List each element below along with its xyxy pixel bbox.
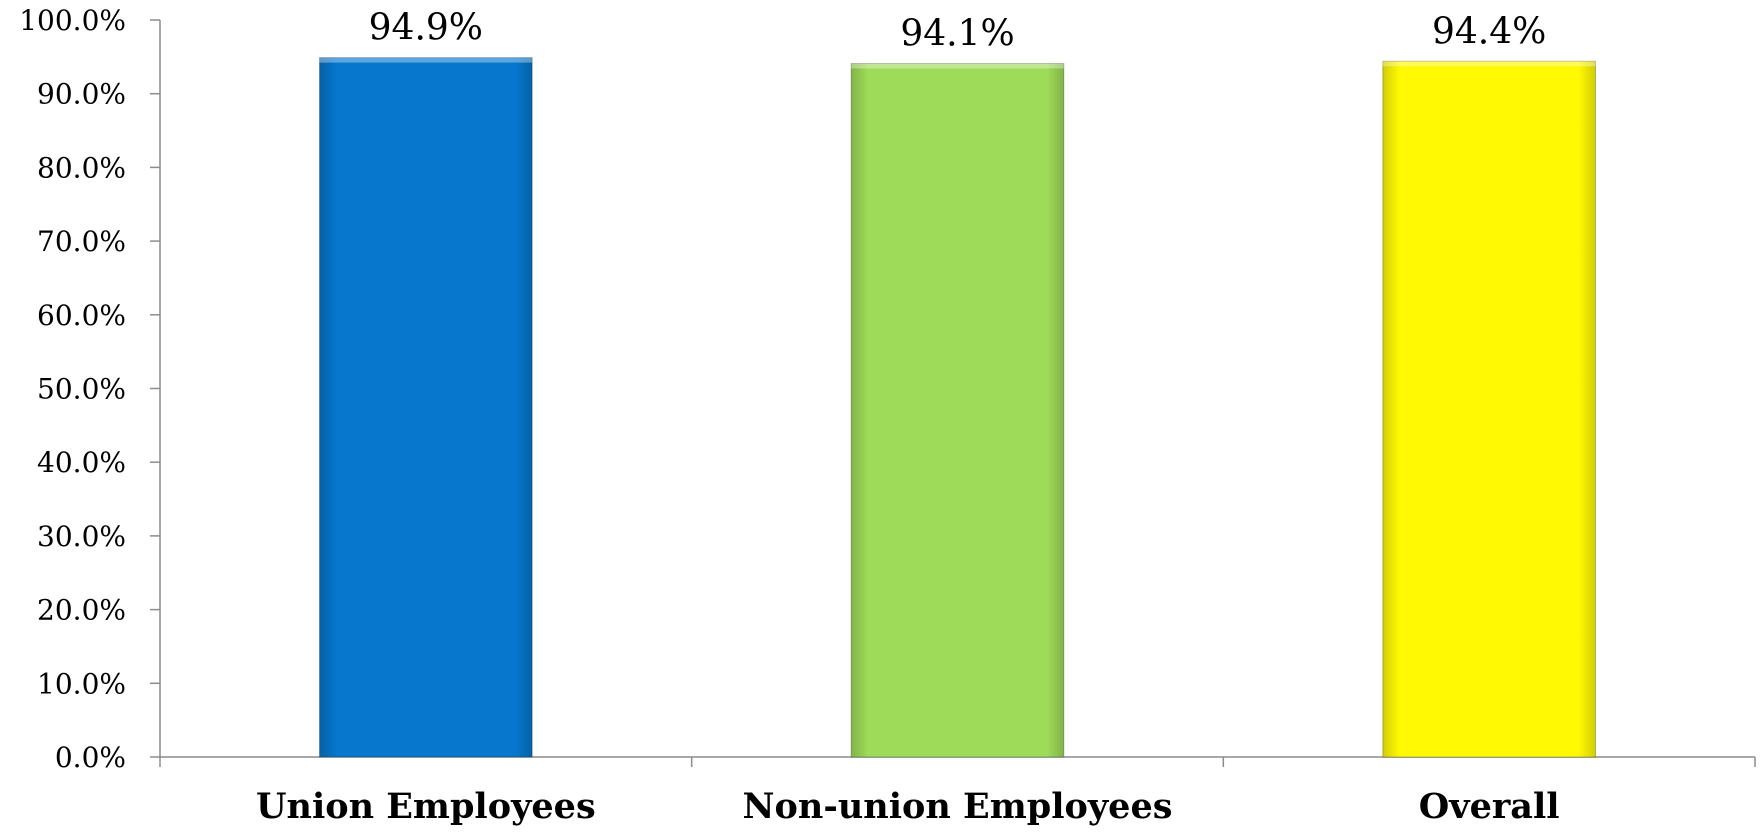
bar-highlight (851, 63, 1064, 69)
data-label: 94.1% (900, 13, 1014, 54)
y-tick-label: 10.0% (37, 667, 126, 700)
bar-shading (1382, 61, 1596, 758)
x-tick-label: Non-union Employees (743, 786, 1173, 827)
x-tick-label: Union Employees (256, 786, 596, 827)
x-tick-label: Overall (1419, 786, 1560, 827)
y-tick-label: 100.0% (19, 4, 126, 37)
y-axis: 0.0% 10.0% 20.0% 30.0% 40.0% 50.0% 60.0% 70.0% 8… (19, 4, 161, 774)
y-tick-label: 0.0% (55, 741, 126, 774)
data-label: 94.4% (1432, 11, 1546, 52)
data-labels: 94.9% 94.1% 94.4% (369, 8, 1547, 55)
bar-highlight (1382, 61, 1596, 67)
bars (319, 57, 1597, 758)
y-tick-label: 20.0% (37, 594, 126, 627)
y-tick-label: 90.0% (37, 78, 126, 111)
data-label: 94.9% (369, 8, 483, 49)
y-tick-label: 30.0% (37, 520, 126, 553)
bar-highlight (319, 57, 533, 63)
y-tick-label: 50.0% (37, 373, 126, 406)
bar-shading (851, 63, 1064, 757)
x-axis: Union Employees Non-union Employees Overal… (159, 756, 1756, 827)
y-tick-label: 60.0% (37, 299, 126, 332)
y-tick-label: 40.0% (37, 446, 126, 479)
bar-shading (319, 57, 533, 758)
y-tick-label: 70.0% (37, 225, 126, 258)
y-tick-label: 80.0% (37, 151, 126, 184)
